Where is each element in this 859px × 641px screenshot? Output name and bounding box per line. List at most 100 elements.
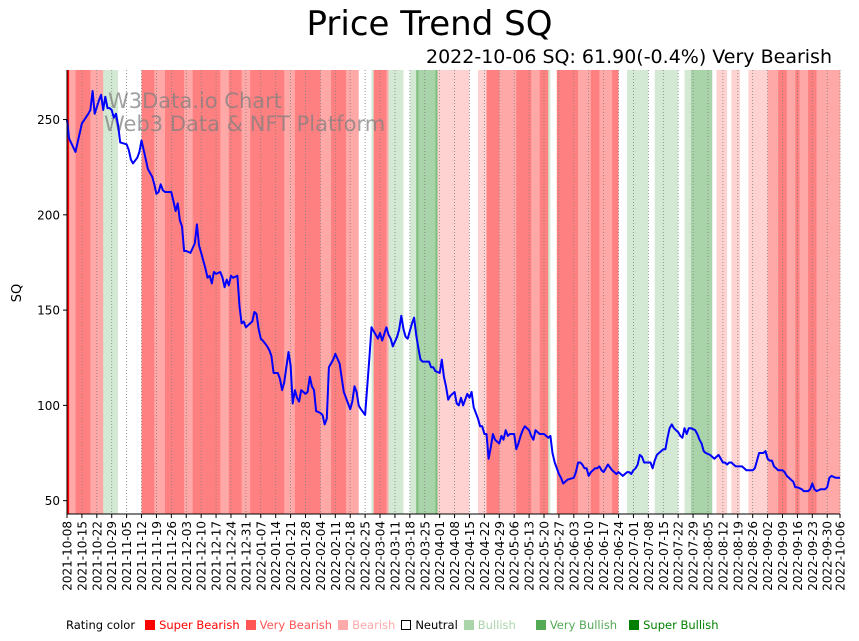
rating-band [716, 70, 728, 514]
rating-band [799, 70, 809, 514]
rating-band [141, 70, 155, 514]
legend-label: Super Bullish [643, 618, 719, 632]
x-tick-label: 2022-01-07 [254, 521, 268, 591]
x-tick-label: 2022-06-17 [597, 521, 611, 591]
x-tick-label: 2022-02-11 [329, 521, 343, 591]
rating-band [739, 70, 749, 514]
x-tick-label: 2022-08-12 [716, 521, 730, 591]
legend-label: Very Bearish [259, 618, 333, 632]
rating-band [556, 70, 579, 514]
legend-item: Very Bullish [535, 618, 618, 632]
legend-label: Very Bullish [549, 618, 618, 632]
rating-band [618, 70, 628, 514]
rating-band [69, 70, 76, 514]
x-tick-label: 2022-07-15 [657, 521, 671, 591]
rating-band [154, 70, 166, 514]
rating-band [678, 70, 685, 514]
x-tick-label: 2022-07-29 [687, 521, 701, 591]
rating-band [320, 70, 332, 514]
x-tick-label: 2022-04-01 [433, 521, 447, 591]
legend-swatch [463, 620, 474, 630]
rating-band [388, 70, 404, 514]
x-tick-label: 2022-02-25 [359, 521, 373, 591]
x-tick-label: 2022-07-01 [627, 521, 641, 591]
rating-band [627, 70, 649, 514]
rating-band [409, 70, 417, 514]
x-tick-label: 2022-06-24 [612, 521, 626, 591]
y-tick-label: 150 [37, 304, 60, 318]
chart-title: Price Trend SQ [306, 4, 553, 44]
legend-swatch [145, 620, 156, 630]
x-tick-label: 2021-12-10 [195, 521, 209, 591]
rating-band [469, 70, 479, 514]
x-tick-label: 2021-10-08 [61, 521, 75, 591]
x-tick-label: 2021-11-19 [150, 521, 164, 591]
y-tick-label: 250 [37, 113, 60, 127]
rating-band [712, 70, 717, 514]
rating-band [67, 70, 70, 514]
x-tick-label: 2022-03-18 [403, 521, 417, 591]
rating-band [578, 70, 592, 514]
rating-band [612, 70, 619, 514]
rating-band [113, 70, 119, 514]
rating-band [816, 70, 828, 514]
x-tick-label: 2021-12-03 [180, 521, 194, 591]
x-tick-label: 2022-05-06 [508, 521, 522, 591]
legend-swatch [245, 620, 256, 630]
x-tick-label: 2022-08-19 [731, 521, 745, 591]
x-tick-label: 2021-10-15 [75, 521, 89, 591]
x-tick-label: 2022-06-03 [567, 521, 581, 591]
rating-band [654, 70, 679, 514]
rating-band [827, 70, 841, 514]
rating-band [331, 70, 347, 514]
x-tick-label: 2022-10-06 [834, 521, 848, 591]
legend-label: Bearish [352, 618, 396, 632]
x-tick-label: 2022-03-25 [418, 521, 432, 591]
legend-label: Bullish [477, 618, 516, 632]
x-tick-label: 2022-02-18 [344, 521, 358, 591]
price-line [66, 90, 840, 493]
x-tick-label: 2022-03-11 [388, 521, 402, 591]
x-tick-label: 2021-12-17 [210, 521, 224, 591]
rating-band [118, 70, 142, 514]
rating-band [294, 70, 321, 514]
legend-item: Neutral [401, 618, 458, 632]
x-tick-label: 2022-01-28 [299, 521, 313, 591]
legend-item: Bearish [338, 618, 395, 632]
x-tick-label: 2022-09-09 [776, 521, 790, 591]
legend-item: Bullish [463, 618, 516, 632]
x-tick-label: 2022-05-20 [538, 521, 552, 591]
watermark: W3Data.io Chart Web3 Data & NFT Platform [104, 89, 385, 136]
x-tick-label: 2021-11-26 [165, 521, 179, 591]
rating-band [548, 70, 551, 514]
x-tick-label: 2022-04-08 [448, 521, 462, 591]
legend-item: Super Bullish [629, 618, 719, 632]
rating-band [75, 70, 91, 514]
axes [66, 70, 840, 515]
x-tick-label: 2021-11-05 [120, 521, 134, 591]
rating-band [727, 70, 732, 514]
x-tick-label: 2022-04-15 [463, 521, 477, 591]
rating-band [599, 70, 613, 514]
legend-swatch [338, 620, 349, 630]
rating-band [550, 70, 558, 514]
rating-band [731, 70, 741, 514]
rating-band [386, 70, 389, 514]
x-tick-label: 2022-09-02 [761, 521, 775, 591]
rating-band [786, 70, 796, 514]
y-tick-label: 200 [37, 208, 60, 222]
x-tick-label: 2022-01-14 [269, 521, 283, 591]
rating-band [228, 70, 242, 514]
legend-swatch [401, 620, 412, 630]
rating-band [516, 70, 532, 514]
rating-band [767, 70, 779, 514]
watermark-line-2: Web3 Data & NFT Platform [104, 112, 385, 136]
rating-band [220, 70, 230, 514]
x-tick-label: 2022-06-10 [582, 521, 596, 591]
rating-band [499, 70, 517, 514]
rating-band [403, 70, 411, 514]
x-tick-label: 2022-07-22 [672, 521, 686, 591]
x-tick-label: 2022-04-22 [478, 521, 492, 591]
legend-label: Super Bearish [159, 618, 240, 632]
